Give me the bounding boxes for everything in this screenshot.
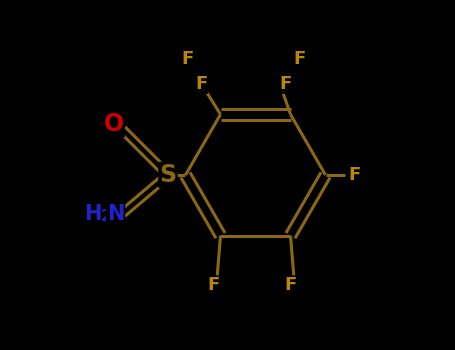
Text: F: F bbox=[284, 276, 297, 294]
Text: O: O bbox=[104, 112, 124, 136]
Text: F: F bbox=[293, 50, 305, 69]
Text: 2: 2 bbox=[101, 209, 111, 224]
Text: F: F bbox=[279, 75, 291, 93]
Text: F: F bbox=[195, 75, 207, 93]
Text: S: S bbox=[159, 163, 177, 187]
Text: H: H bbox=[84, 203, 101, 224]
Text: F: F bbox=[207, 276, 220, 294]
Text: F: F bbox=[348, 166, 360, 184]
Text: N: N bbox=[107, 203, 124, 224]
Text: F: F bbox=[181, 50, 193, 69]
